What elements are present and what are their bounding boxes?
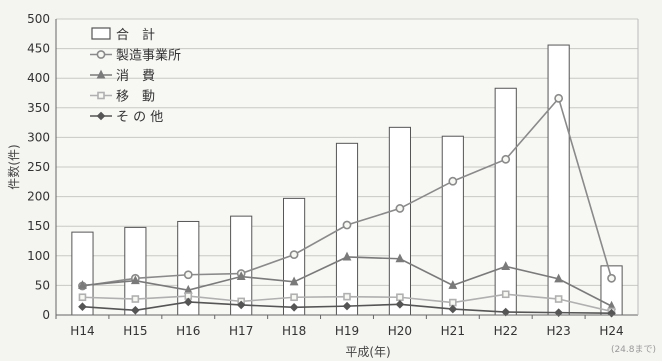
legend-marker	[96, 69, 106, 79]
x-tick-labels: H14 H15 H16 H17 H18 H19 H20 H21 H22 H23 H24	[70, 324, 623, 338]
data-point	[290, 293, 298, 302]
x-axis-title: 平成(年)	[345, 345, 390, 359]
y-tick-label: 150	[27, 219, 50, 233]
data-point	[448, 304, 458, 314]
legend-label: 移 動	[116, 90, 155, 105]
data-point	[236, 300, 246, 310]
data-range-note: (24.8まで)	[611, 344, 656, 355]
data-point	[342, 220, 352, 230]
data-point	[554, 273, 564, 283]
data-point	[78, 280, 87, 289]
y-tick-labels: 0 50 100 150 200 250 300 350 400 450 500	[27, 12, 50, 322]
x-tick-label: H17	[229, 324, 253, 338]
data-point	[78, 293, 87, 302]
data-point	[395, 204, 405, 213]
data-point	[236, 271, 246, 281]
data-point	[395, 300, 405, 309]
y-axis-title: 件数(件)	[6, 144, 21, 189]
y-tick-label: 300	[27, 130, 50, 144]
data-point	[501, 261, 511, 270]
data-point	[342, 251, 352, 261]
data-point	[449, 298, 457, 307]
y-tick-label: 100	[27, 249, 50, 263]
data-point	[501, 307, 511, 317]
data-point	[289, 250, 299, 260]
data-point	[448, 280, 458, 289]
y-tick-label: 500	[27, 12, 50, 26]
data-point	[183, 270, 193, 280]
data-point	[130, 275, 140, 285]
legend-label: 消 費	[116, 69, 155, 84]
y-tick-label: 50	[35, 278, 50, 292]
x-tick-label: H22	[494, 324, 518, 338]
y-tick-label: 350	[27, 101, 50, 115]
data-point	[607, 273, 616, 283]
y-tick-label: 200	[27, 190, 50, 204]
legend-label: そ の 他	[116, 110, 163, 125]
y-tick-label: 0	[42, 308, 50, 322]
legend-marker	[96, 111, 106, 121]
legend-marker	[96, 50, 106, 59]
legend-label: 合 計	[116, 27, 155, 43]
x-tick-label: H16	[176, 324, 200, 338]
bar	[388, 126, 411, 316]
data-point	[448, 176, 458, 186]
data-point	[131, 295, 140, 303]
data-point	[395, 253, 405, 263]
y-tick-label: 250	[27, 160, 50, 174]
axes	[55, 19, 639, 319]
data-point	[289, 302, 299, 312]
x-tick-label: H14	[70, 324, 94, 338]
data-point	[78, 302, 87, 312]
x-tick-label: H20	[388, 324, 412, 338]
data-point	[501, 154, 511, 164]
x-tick-label: H21	[441, 324, 465, 338]
data-point	[501, 290, 510, 299]
line-series	[78, 93, 616, 318]
data-point	[342, 301, 352, 311]
data-point	[554, 93, 564, 103]
data-point	[131, 305, 140, 315]
bar-series	[71, 44, 623, 316]
data-point	[554, 295, 563, 303]
data-point	[183, 297, 193, 307]
bar	[494, 87, 517, 316]
legend-label: 製造事業所	[116, 48, 181, 64]
legend-swatch	[91, 27, 111, 40]
x-tick-label: H18	[282, 324, 306, 338]
legend-marker	[97, 91, 105, 100]
data-point	[554, 308, 563, 317]
y-tick-label: 400	[27, 71, 50, 85]
x-tick-label: H19	[335, 324, 359, 338]
data-point	[343, 292, 351, 301]
y-tick-label: 450	[27, 42, 50, 56]
data-point	[396, 293, 404, 302]
x-tick-label: H23	[546, 324, 570, 338]
x-tick-label: H24	[599, 324, 623, 338]
data-point	[289, 276, 299, 286]
x-tick-label: H15	[123, 324, 147, 338]
